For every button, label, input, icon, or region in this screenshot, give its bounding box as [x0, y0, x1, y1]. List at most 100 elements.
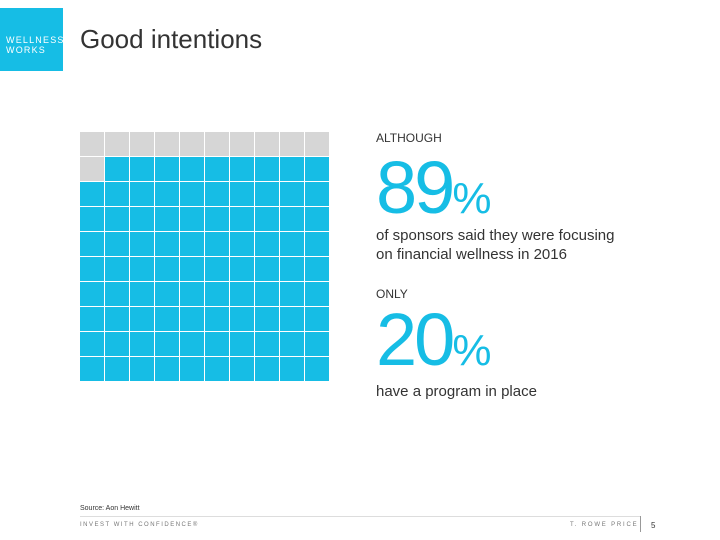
waffle-cell-highlighted [280, 332, 304, 356]
waffle-cell-highlighted [230, 257, 254, 281]
waffle-cell [180, 132, 204, 156]
stat-label-although: ALTHOUGH [376, 131, 442, 145]
waffle-cell-highlighted [180, 332, 204, 356]
waffle-cell-highlighted [80, 332, 104, 356]
waffle-cell-highlighted [180, 282, 204, 306]
stat-description-program: have a program in place [376, 383, 537, 400]
waffle-cell-highlighted [305, 332, 329, 356]
waffle-cell-highlighted [205, 257, 229, 281]
waffle-cell-highlighted [205, 357, 229, 381]
waffle-cell-highlighted [130, 357, 154, 381]
footer-divider [640, 516, 641, 532]
waffle-cell-highlighted [230, 207, 254, 231]
waffle-cell-highlighted [105, 157, 129, 181]
waffle-cell [305, 132, 329, 156]
waffle-cell-highlighted [305, 307, 329, 331]
waffle-cell-highlighted [255, 257, 279, 281]
brand-name: T. ROWE PRICE [570, 522, 639, 528]
waffle-cell-highlighted [205, 282, 229, 306]
waffle-cell-highlighted [280, 307, 304, 331]
waffle-cell-highlighted [155, 282, 179, 306]
waffle-cell [105, 132, 129, 156]
waffle-cell-highlighted [105, 357, 129, 381]
waffle-cell-highlighted [80, 232, 104, 256]
badge-line-2: WORKS [6, 45, 47, 55]
waffle-cell-highlighted [205, 307, 229, 331]
waffle-cell-highlighted [305, 182, 329, 206]
stat-number-value: 20 [376, 298, 455, 381]
stat-block-program-in-place: ONLY 20% have a program in place [376, 287, 537, 401]
waffle-cell-highlighted [230, 182, 254, 206]
waffle-cell [230, 132, 254, 156]
badge-line-1: WELLNESS [6, 35, 65, 45]
waffle-cell [80, 157, 104, 181]
waffle-cell-highlighted [230, 157, 254, 181]
waffle-cell-highlighted [255, 232, 279, 256]
waffle-cell-highlighted [280, 157, 304, 181]
waffle-cell-highlighted [130, 232, 154, 256]
stat-description-line-2: on financial wellness in 2016 [376, 246, 567, 263]
percent-sign: % [452, 326, 492, 375]
waffle-cell-highlighted [255, 282, 279, 306]
waffle-cell-highlighted [155, 207, 179, 231]
waffle-cell-highlighted [130, 157, 154, 181]
stat-number-value: 89 [376, 146, 455, 229]
waffle-cell-highlighted [230, 232, 254, 256]
waffle-cell-highlighted [280, 282, 304, 306]
waffle-cell-highlighted [130, 282, 154, 306]
waffle-cell-highlighted [105, 282, 129, 306]
waffle-cell-highlighted [155, 182, 179, 206]
waffle-cell-highlighted [305, 357, 329, 381]
waffle-cell-highlighted [180, 182, 204, 206]
footer-rule [80, 516, 640, 517]
waffle-cell-highlighted [80, 182, 104, 206]
waffle-cell [255, 132, 279, 156]
stat-label-only: ONLY [376, 287, 408, 301]
waffle-cell [130, 132, 154, 156]
percent-sign: % [452, 174, 492, 223]
page-number: 5 [651, 521, 656, 530]
waffle-cell [155, 132, 179, 156]
footer-tagline: INVEST WITH CONFIDENCE® [80, 522, 199, 528]
waffle-cell-highlighted [80, 282, 104, 306]
waffle-cell-highlighted [230, 332, 254, 356]
stat-description-line-1: of sponsors said they were focusing [376, 227, 615, 244]
waffle-cell-highlighted [155, 332, 179, 356]
waffle-cell-highlighted [80, 207, 104, 231]
waffle-cell-highlighted [155, 157, 179, 181]
waffle-cell-highlighted [105, 182, 129, 206]
waffle-cell-highlighted [180, 207, 204, 231]
waffle-cell [205, 132, 229, 156]
waffle-cell-highlighted [155, 357, 179, 381]
waffle-cell-highlighted [180, 232, 204, 256]
waffle-cell-highlighted [80, 257, 104, 281]
waffle-cell-highlighted [280, 232, 304, 256]
stat-block-sponsors-focusing: ALTHOUGH 89% of sponsors said they were … [376, 131, 614, 264]
waffle-cell-highlighted [130, 182, 154, 206]
stat-number-89: 89% [376, 151, 614, 236]
waffle-cell-highlighted [305, 282, 329, 306]
waffle-cell-highlighted [105, 307, 129, 331]
waffle-cell-highlighted [255, 357, 279, 381]
waffle-cell-highlighted [280, 182, 304, 206]
waffle-cell-highlighted [305, 232, 329, 256]
waffle-cell-highlighted [130, 307, 154, 331]
waffle-cell-highlighted [155, 307, 179, 331]
stat-description-sponsors: of sponsors said they were focusing on f… [376, 226, 614, 264]
waffle-cell-highlighted [130, 257, 154, 281]
waffle-cell-highlighted [180, 307, 204, 331]
waffle-cell-highlighted [105, 332, 129, 356]
waffle-cell-highlighted [180, 357, 204, 381]
waffle-cell [80, 132, 104, 156]
waffle-cell-highlighted [130, 207, 154, 231]
waffle-cell-highlighted [105, 207, 129, 231]
waffle-cell-highlighted [255, 207, 279, 231]
waffle-cell-highlighted [155, 232, 179, 256]
wellness-works-badge: WELLNESS WORKS [0, 8, 63, 71]
waffle-cell-highlighted [255, 157, 279, 181]
waffle-cell-highlighted [80, 307, 104, 331]
waffle-cell-highlighted [205, 182, 229, 206]
waffle-cell-highlighted [180, 257, 204, 281]
waffle-cell-highlighted [205, 207, 229, 231]
waffle-cell-highlighted [105, 257, 129, 281]
